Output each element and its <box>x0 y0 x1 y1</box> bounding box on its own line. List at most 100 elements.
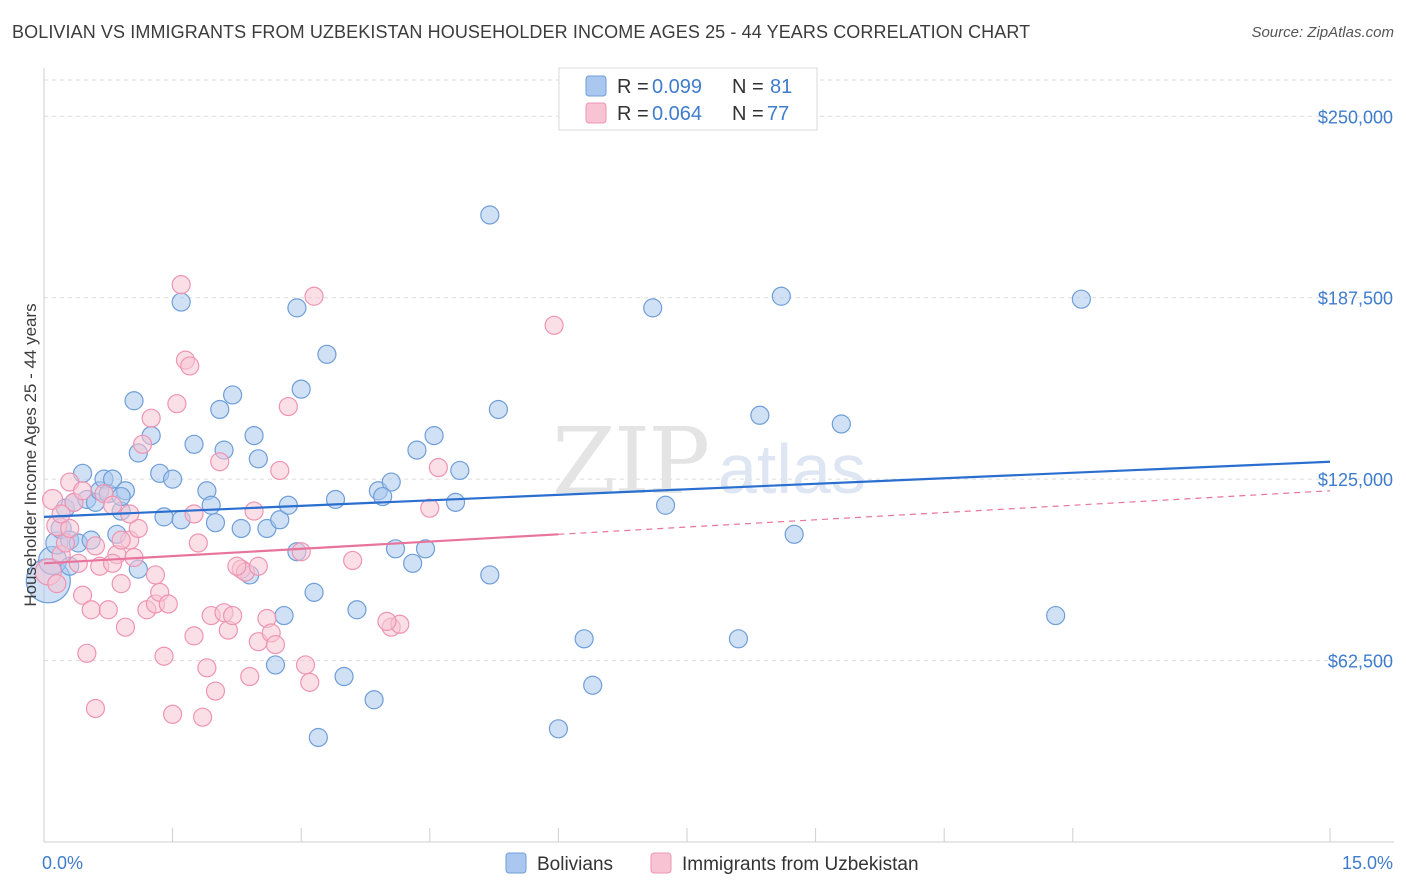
watermark-atlas: atlas <box>718 430 866 508</box>
uzbekistan-point <box>343 550 363 571</box>
uzbekistan-trend-line-dashed <box>558 490 1331 535</box>
legend-r-value-1: 0.099 <box>652 76 702 98</box>
legend-r-value-2: 0.064 <box>652 103 702 125</box>
uzbekistan-point <box>47 574 67 594</box>
uzbekistan-point <box>205 681 226 701</box>
bolivians-point <box>574 629 594 649</box>
legend-n-value-2: 77 <box>767 103 789 125</box>
legend-r-label-1: R = <box>617 76 649 98</box>
uzbekistan-point <box>145 565 166 585</box>
uzbekistan-point <box>81 600 101 620</box>
uzbekistan-point <box>72 585 93 605</box>
bolivians-point <box>424 426 444 446</box>
y-tick-label: $62,500 <box>1328 652 1393 672</box>
bolivians-point <box>831 414 851 434</box>
uzbekistan-point <box>85 698 106 719</box>
bolivians-point <box>205 513 226 533</box>
bottom-legend-swatch-uzbekistan <box>650 852 672 874</box>
legend-r-label-2: R = <box>617 103 649 125</box>
uzbekistan-point <box>248 556 268 576</box>
bolivians-point <box>771 286 791 306</box>
uzbekistan-point <box>300 672 320 692</box>
uzbekistan-point <box>210 452 230 472</box>
uzbekistan-point <box>77 643 97 663</box>
bolivians-point <box>1071 289 1091 309</box>
bottom-legend-label-uzbekistan: Immigrants from Uzbekistan <box>682 854 919 875</box>
uzbekistan-point <box>295 655 316 675</box>
uzbekistan-point <box>102 495 123 515</box>
uzbekistan-point <box>197 658 217 678</box>
bolivians-point <box>201 495 221 515</box>
uzbekistan-point <box>278 396 298 417</box>
bolivians-point <box>583 675 603 695</box>
uzbekistan-point <box>223 605 243 626</box>
bolivians-point <box>334 666 354 687</box>
x-tick-label-end: 15.0% <box>1342 853 1393 873</box>
y-tick-label: $187,500 <box>1318 289 1393 309</box>
uzbekistan-point <box>227 556 247 576</box>
y-tick-label: $125,000 <box>1318 470 1393 490</box>
bolivians-point <box>244 426 264 446</box>
bolivians-point <box>270 510 290 530</box>
bolivians-point <box>407 440 427 460</box>
watermark-zip: ZIP <box>552 408 708 515</box>
bolivians-point <box>1046 605 1066 626</box>
uzbekistan-point <box>132 434 153 454</box>
bolivians-point <box>415 539 436 559</box>
bolivians-point <box>308 727 328 748</box>
uzbekistan-point <box>115 617 136 637</box>
bolivians-point <box>184 434 204 454</box>
bolivians-point <box>488 399 508 420</box>
uzbekistan-points <box>34 275 564 727</box>
bolivians-point <box>784 524 804 544</box>
bolivians-point <box>445 492 466 512</box>
uzbekistan-point <box>428 457 448 478</box>
bolivians-point <box>480 205 500 225</box>
bolivians-point <box>655 495 676 515</box>
bolivians-point <box>124 391 144 411</box>
bolivians-point <box>287 298 307 318</box>
uzbekistan-point <box>291 542 311 562</box>
bolivians-point <box>750 405 770 425</box>
uzbekistan-point <box>111 530 131 550</box>
x-tick-label-start: 0.0% <box>42 853 83 873</box>
uzbekistan-point <box>180 356 200 376</box>
bolivians-point <box>325 489 346 510</box>
bolivians-point <box>248 449 268 469</box>
uzbekistan-point <box>265 635 286 655</box>
y-axis-title: Householder Income Ages 25 - 44 years <box>21 303 40 606</box>
uzbekistan-point <box>154 646 174 666</box>
uzbekistan-point <box>41 488 64 511</box>
bolivians-point <box>171 292 191 312</box>
bolivians-point <box>274 605 294 626</box>
bottom-legend-swatch-bolivians <box>505 852 527 874</box>
uzbekistan-point <box>184 626 204 646</box>
bolivians-point <box>210 399 230 420</box>
bolivians-trend-line <box>43 460 1331 518</box>
uzbekistan-point <box>102 553 123 573</box>
uzbekistan-point <box>111 574 131 594</box>
legend-swatch-bolivians <box>585 75 607 97</box>
bolivians-point <box>728 629 749 649</box>
uzbekistan-point <box>544 315 564 335</box>
trend-lines <box>43 460 1331 565</box>
bolivians-point <box>223 385 243 405</box>
bolivians-point <box>364 690 384 710</box>
uzbekistan-point <box>171 275 191 295</box>
watermark: ZIP atlas <box>552 408 866 515</box>
bolivians-point <box>643 298 663 318</box>
uzbekistan-point <box>98 600 118 620</box>
uzbekistan-point <box>72 481 93 501</box>
uzbekistan-point <box>244 501 264 521</box>
source-label: Source: ZipAtlas.com <box>1251 24 1394 41</box>
uzbekistan-point <box>51 504 71 524</box>
bolivians-point <box>548 719 569 739</box>
uzbekistan-point <box>184 504 204 524</box>
y-tick-label: $250,000 <box>1318 107 1393 127</box>
y-tick-labels: $62,500 $125,000 $187,500 $250,000 <box>1318 107 1393 671</box>
legend-n-value-1: 81 <box>770 76 792 98</box>
chart-title: BOLIVIAN VS IMMIGRANTS FROM UZBEKISTAN H… <box>12 22 1031 42</box>
bolivians-point <box>317 344 337 364</box>
uzbekistan-point <box>270 460 290 481</box>
bolivians-point <box>163 469 183 489</box>
